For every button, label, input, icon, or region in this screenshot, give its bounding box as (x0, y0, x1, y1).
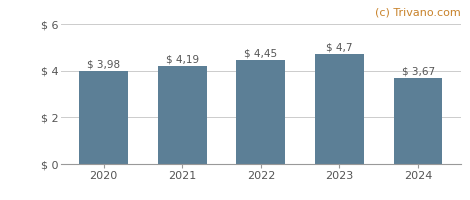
Bar (315, 54, 364, 164)
Text: $ 3,98: $ 3,98 (87, 60, 120, 70)
Text: $ 4,45: $ 4,45 (244, 49, 277, 59)
Bar (394, 78, 442, 164)
Bar (79, 71, 128, 164)
Text: $ 3,67: $ 3,67 (401, 67, 435, 77)
Bar (158, 66, 207, 164)
Bar (236, 60, 285, 164)
Text: $ 4,7: $ 4,7 (326, 43, 352, 53)
Text: $ 4,19: $ 4,19 (166, 55, 199, 65)
Text: (c) Trivano.com: (c) Trivano.com (375, 7, 461, 17)
